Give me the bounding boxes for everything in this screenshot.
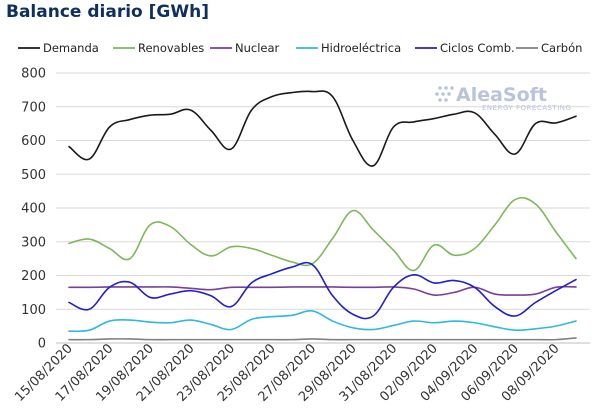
y-tick-label: 700 (21, 100, 46, 115)
y-tick-label: 200 (21, 269, 46, 284)
y-tick-label: 500 (21, 168, 46, 183)
legend-item-renovables: Renovables (113, 41, 204, 55)
legend-label: Nuclear (235, 41, 280, 55)
series-lines (68, 90, 577, 341)
legend-label: Renovables (138, 41, 204, 55)
axes: 010020030040050060070080015/08/202017/08… (12, 67, 590, 405)
aleasoft-logo-icon (435, 86, 454, 102)
legend: Demanda Renovables Nuclear Hidroeléctrica Ci… (18, 41, 582, 55)
series-line-ciclos-comb (68, 261, 577, 320)
legend-item-hidroelectrica: Hidroeléctrica (296, 41, 401, 55)
y-tick-label: 600 (21, 134, 46, 149)
watermark-brand: AleaSoft (456, 84, 547, 106)
legend-label: Hidroeléctrica (321, 41, 401, 55)
series-line-renovables (68, 196, 577, 272)
y-tick-label: 100 (21, 303, 46, 318)
watermark-tagline: ENERGY FORECASTING (482, 104, 571, 112)
series-line-carbon (68, 337, 577, 341)
legend-item-demanda: Demanda (18, 41, 99, 55)
legend-label: Demanda (43, 41, 99, 55)
legend-item-ciclos-comb: Ciclos Comb. (415, 41, 515, 55)
series-line-hidroelectrica (68, 309, 577, 333)
legend-item-nuclear: Nuclear (210, 41, 280, 55)
y-tick-label: 300 (21, 235, 46, 250)
y-tick-label: 400 (21, 202, 46, 217)
aleasoft-watermark: AleaSoft ENERGY FORECASTING (435, 84, 571, 112)
y-tick-label: 800 (21, 67, 46, 82)
legend-item-carbon: Carbón (516, 41, 582, 55)
series-line-demanda (68, 90, 577, 167)
grid-lines (56, 72, 590, 310)
chart-title: Balance diario [GWh] (6, 2, 209, 22)
y-tick-label: 0 (38, 337, 46, 352)
series-line-nuclear (68, 285, 577, 296)
legend-label: Carbón (541, 41, 582, 55)
legend-label: Ciclos Comb. (440, 41, 515, 55)
